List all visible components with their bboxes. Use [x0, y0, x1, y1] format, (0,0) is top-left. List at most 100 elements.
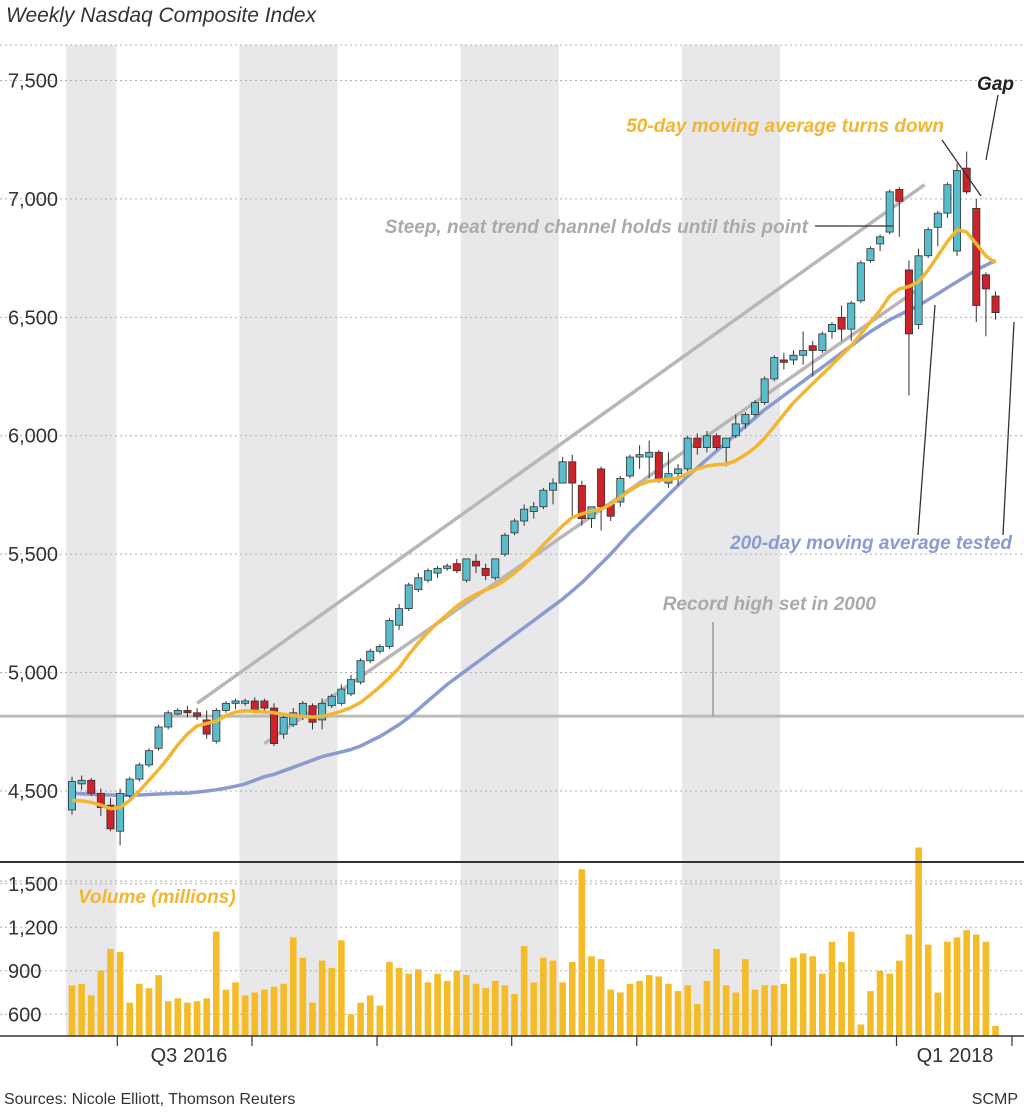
candle-down [654, 451, 663, 482]
candle-up [279, 717, 288, 735]
price-tick-label: 7,000 [8, 189, 58, 211]
candle-up [414, 577, 423, 591]
volume-bar [155, 975, 162, 1036]
volume-bar [501, 985, 509, 1036]
chart-title: Weekly Nasdaq Composite Index [6, 4, 318, 27]
volume-bar [424, 982, 432, 1036]
candle-down [183, 710, 192, 714]
price-tick-label: 6,500 [8, 307, 58, 329]
volume-axis-labels: 600 900 1,200 1,500 [8, 874, 58, 1027]
volume-bar [280, 983, 287, 1036]
volume-bar [232, 982, 239, 1036]
candle-up [529, 506, 538, 512]
volume-bar [972, 934, 980, 1036]
candle-up [404, 584, 413, 610]
candle-up [433, 567, 442, 574]
candle-up [327, 695, 336, 707]
price-tick-label: 5,000 [8, 663, 58, 685]
annotation-ma200-tested: 200-day moving average tested [729, 533, 1012, 554]
candle-up [491, 558, 500, 579]
candle-down [87, 779, 96, 794]
volume-bar [405, 973, 412, 1036]
candle-up [337, 688, 346, 704]
volume-bar [819, 973, 826, 1036]
volume-bar [963, 930, 970, 1036]
leader-gap [985, 94, 999, 161]
candle-up [635, 454, 644, 458]
candle-up [799, 350, 808, 356]
candle-down [837, 316, 846, 330]
candle-down [808, 345, 817, 351]
volume-bar [328, 967, 336, 1036]
volume-bar [559, 982, 566, 1036]
candle-up [731, 423, 740, 437]
candle-up [741, 414, 750, 425]
candle-down [250, 700, 259, 711]
candle-up [520, 508, 529, 522]
candle-up [144, 750, 153, 766]
volume-bar [944, 941, 951, 1036]
candle-up [789, 354, 798, 361]
volume-bar [415, 969, 422, 1036]
price-tick-label: 6,000 [8, 426, 58, 448]
volume-bar [472, 983, 480, 1036]
volume-bar [136, 983, 143, 1036]
candle-up [212, 710, 221, 742]
candle-down [597, 468, 606, 508]
volume-bar [453, 970, 461, 1036]
volume-bar [982, 941, 990, 1036]
volume-bar [636, 980, 643, 1036]
candle-down [779, 359, 788, 363]
volume-bar [588, 956, 595, 1036]
candle-up [346, 679, 355, 695]
candle-up [462, 558, 471, 581]
ma50-line [71, 227, 997, 811]
candle-up [510, 520, 519, 534]
shade-band-0 [66, 45, 117, 1036]
volume-bar [386, 962, 393, 1036]
candle-up [847, 302, 856, 330]
volume-bar [491, 980, 499, 1036]
volume-bar [126, 1002, 134, 1036]
candle-up [539, 489, 548, 508]
shade-band-3 [681, 45, 781, 1036]
volume-bar [511, 993, 518, 1036]
volume-bar [924, 944, 932, 1036]
volume-bar [338, 940, 345, 1036]
candle-up [356, 660, 365, 683]
x-axis-ticks [116, 1036, 1013, 1046]
volume-bar [434, 973, 441, 1036]
candle-up [876, 236, 885, 245]
volume-bar [78, 983, 85, 1036]
volume-bar [540, 957, 547, 1036]
volume-bar [684, 985, 691, 1036]
volume-bar [722, 985, 730, 1036]
candle-up [827, 324, 836, 332]
volume-bar [751, 989, 759, 1036]
volume-bar [655, 976, 663, 1036]
period-shading [66, 45, 781, 1036]
volume-bar [463, 975, 470, 1036]
volume-bar [184, 1002, 191, 1036]
volume-bar [790, 957, 797, 1036]
candle-down [260, 700, 269, 709]
annotation-ma50-turns: 50-day moving average turns down [626, 116, 944, 137]
volume-bar [617, 992, 624, 1036]
leader-ma200-tested-1 [917, 304, 936, 536]
price-tick-label: 4,500 [8, 781, 58, 803]
price-tick-label: 7,500 [8, 71, 58, 93]
candle-up [856, 262, 865, 302]
price-gridlines [0, 44, 1024, 792]
candle-up [423, 570, 432, 581]
candle-up [924, 229, 933, 257]
annotation-channel-holds: Steep, neat trend channel holds until th… [385, 217, 809, 238]
candle-up [866, 248, 875, 261]
candle-down [972, 207, 981, 306]
candle-down [895, 189, 904, 202]
shade-band-2 [460, 45, 559, 1036]
volume-bar [578, 869, 586, 1036]
volume-bar [780, 983, 788, 1036]
volume-tick-label: 600 [8, 1004, 41, 1026]
volume-bar [357, 1002, 364, 1036]
